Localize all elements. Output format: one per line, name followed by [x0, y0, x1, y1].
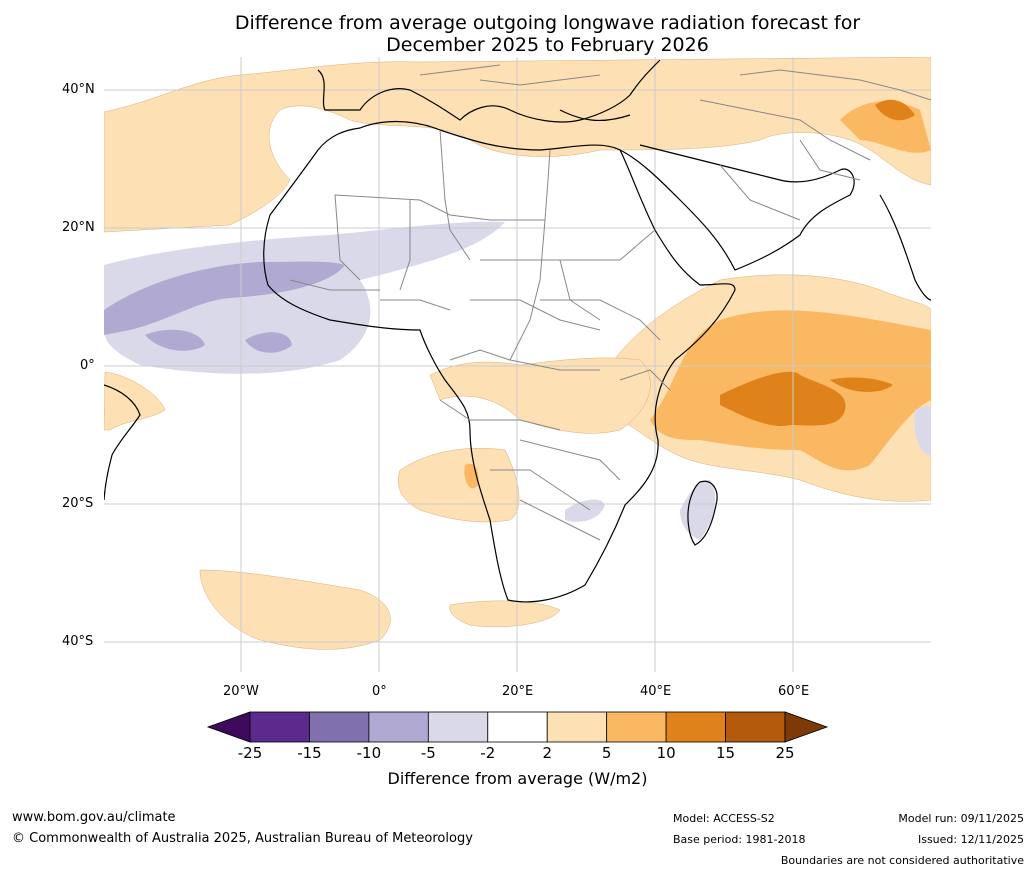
- colorbar-tick-label: 10: [656, 744, 676, 762]
- colorbar-segment: [606, 711, 667, 743]
- map-title-line2: December 2025 to February 2026: [386, 34, 709, 56]
- lon-label-60e: 60°E: [778, 684, 810, 699]
- colorbar-tick-label: 15: [716, 744, 736, 762]
- coastlines: [104, 59, 931, 603]
- colorbar-label: Difference from average (W/m2): [387, 769, 648, 788]
- colorbar-extend-high: [784, 711, 829, 743]
- colorbar-tick-label: 5: [601, 744, 612, 762]
- lat-label-40s: 40°S: [62, 634, 94, 649]
- country-borders: [289, 64, 931, 541]
- colorbar-segment: [665, 711, 726, 743]
- colorbar-segment: [249, 711, 310, 743]
- colorbar-segment: [427, 711, 489, 743]
- footer-model-run: Model run: 09/11/2025: [898, 812, 1024, 825]
- anomaly-shading: [104, 57, 931, 650]
- lon-label-0: 0°: [372, 684, 387, 699]
- colorbar-segment: [368, 711, 429, 743]
- lat-label-20s: 20°S: [62, 496, 94, 511]
- footer-disclaimer: Boundaries are not considered authoritat…: [780, 854, 1024, 867]
- lat-label-20n: 20°N: [62, 220, 95, 235]
- colorbar-tick-label: -2: [480, 744, 496, 762]
- colorbar-tick-label: -10: [356, 744, 382, 762]
- colorbar: [206, 711, 829, 743]
- map-title-line1: Difference from average outgoing longwav…: [234, 12, 861, 34]
- colorbar-segment: [725, 711, 786, 743]
- colorbar-tick-label: -25: [237, 744, 263, 762]
- lon-label-40e: 40°E: [640, 684, 672, 699]
- colorbar-tick-label: -5: [420, 744, 436, 762]
- graticule: [104, 57, 931, 672]
- lon-label-20e: 20°E: [502, 684, 534, 699]
- colorbar-segment: [546, 711, 608, 743]
- footer-url[interactable]: www.bom.gov.au/climate: [12, 810, 176, 825]
- footer-issued: Issued: 12/11/2025: [917, 833, 1024, 846]
- footer-model: Model: ACCESS-S2: [673, 812, 775, 825]
- colorbar-segment: [309, 711, 370, 743]
- footer-base-period: Base period: 1981-2018: [673, 833, 806, 846]
- colorbar-tick-label: 25: [775, 744, 795, 762]
- colorbar-segment: [487, 711, 548, 743]
- colorbar-extend-low: [206, 711, 251, 743]
- colorbar-tick-label: -15: [297, 744, 322, 762]
- footer-copyright: © Commonwealth of Australia 2025, Austra…: [12, 831, 473, 846]
- lat-label-0: 0°: [80, 358, 95, 373]
- lat-label-40n: 40°N: [62, 82, 95, 97]
- lon-label-20w: 20°W: [223, 684, 259, 699]
- colorbar-tick-label: 2: [542, 744, 552, 762]
